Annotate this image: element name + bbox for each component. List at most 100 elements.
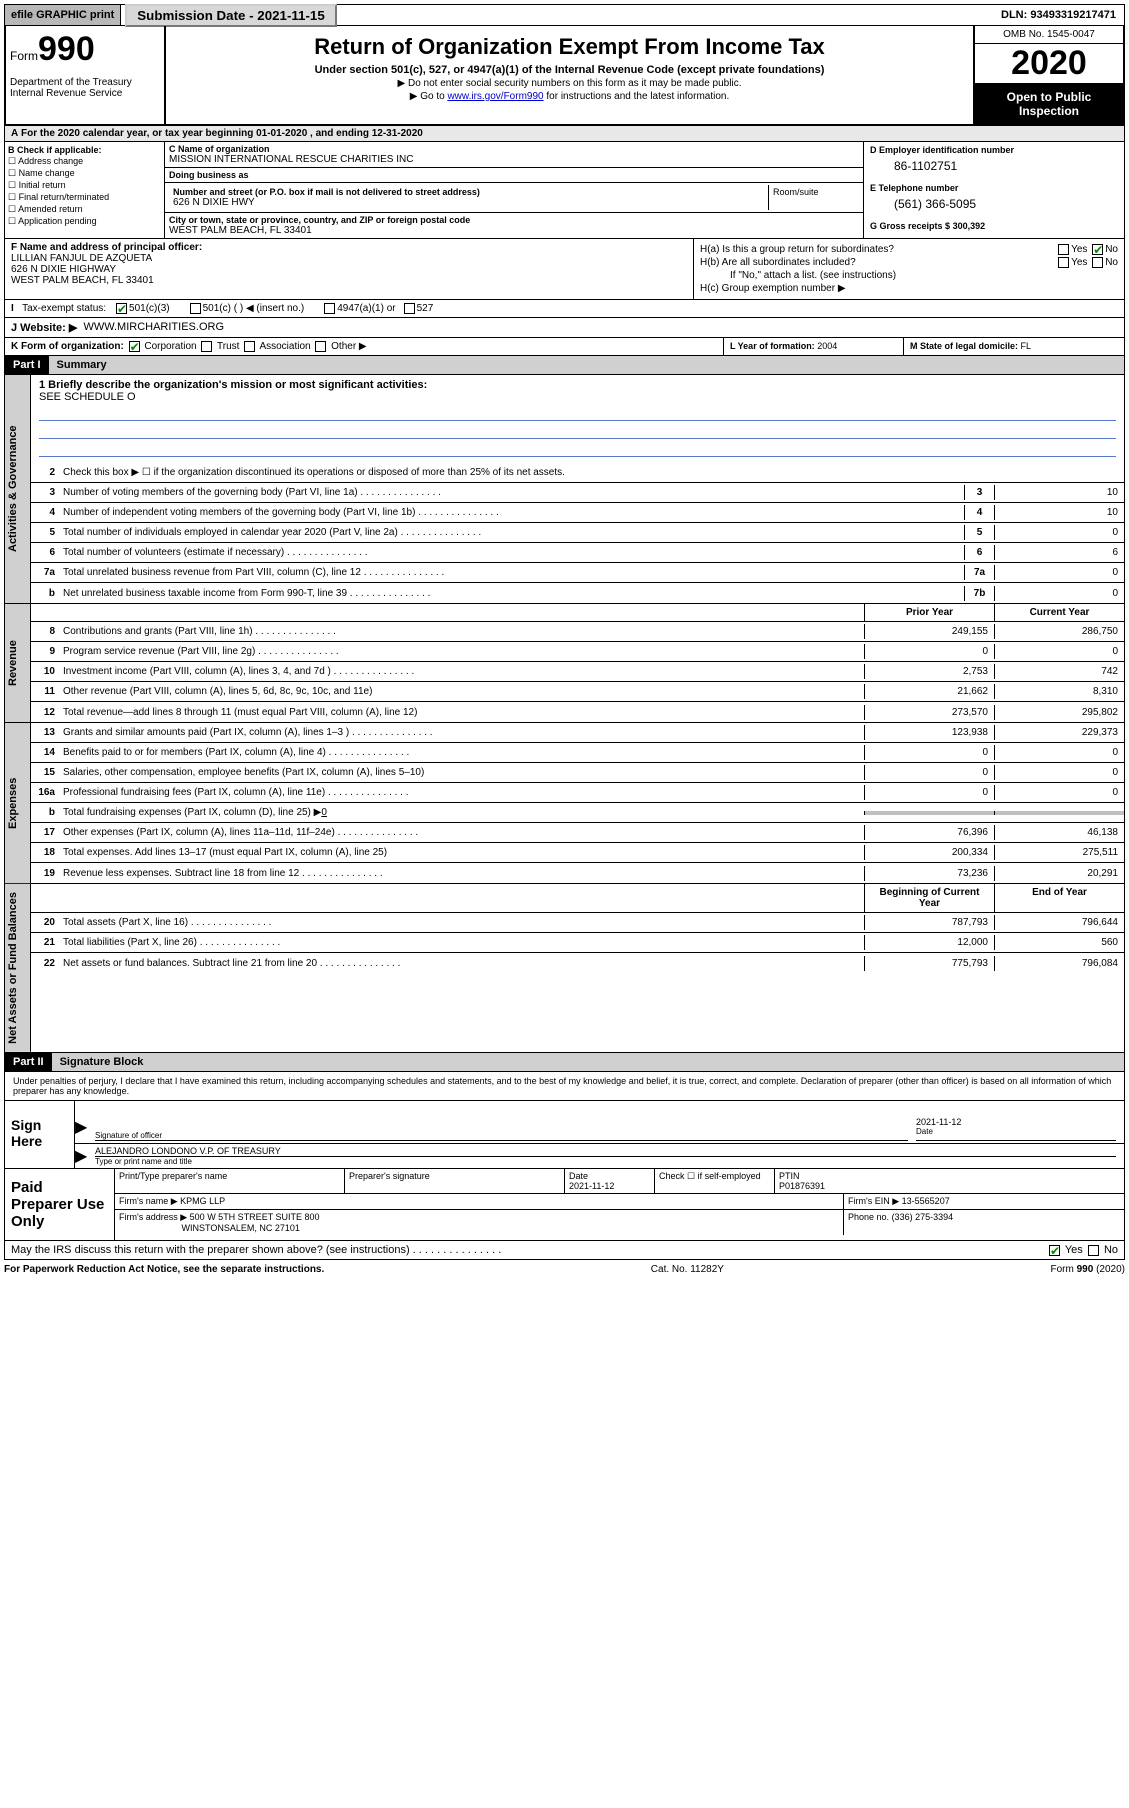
officer-street: 626 N DIXIE HIGHWAY [11,264,116,275]
opt-corp: Corporation [144,341,196,352]
opt-other: Other ▶ [331,341,366,352]
line9-text: Program service revenue (Part VIII, line… [59,644,864,659]
firm-addr2: WINSTONSALEM, NC 27101 [182,1223,300,1233]
dba-label: Doing business as [169,170,859,180]
chk-app-pending[interactable]: ☐ Application pending [8,216,161,227]
gross-receipts-value: 300,392 [953,221,986,231]
chk-name-change[interactable]: ☐ Name change [8,168,161,179]
officer-signature-field[interactable]: Signature of officer [95,1117,908,1141]
arrow-icon: ▶ [75,1117,95,1141]
line16b-val: 0 [321,807,327,818]
discuss-yes[interactable] [1049,1245,1060,1256]
self-emp-hdr: Check ☐ if self-employed [659,1171,761,1181]
discuss-yes-text: Yes [1065,1244,1083,1256]
gross-receipts-label: G Gross receipts $ [870,221,950,231]
goto-pre: ▶ Go to [410,91,448,102]
opt-501c: 501(c) ( ) ◀ (insert no.) [203,303,305,314]
sign-here-label: Sign Here [5,1101,75,1168]
discuss-text: May the IRS discuss this return with the… [11,1244,501,1256]
chk-501c3[interactable] [116,303,127,314]
line15-text: Salaries, other compensation, employee b… [59,765,864,780]
hc-label: H(c) Group exemption number ▶ [700,283,846,294]
paid-preparer-block: Paid Preparer Use Only Print/Type prepar… [4,1169,1125,1241]
no-text: No [1105,244,1118,255]
line9-prior: 0 [864,644,994,659]
box-b-label: B Check if applicable: [8,145,102,155]
chk-corp[interactable] [129,341,140,352]
firm-ein-label: Firm's EIN ▶ [848,1196,899,1206]
year-formation: 2004 [817,341,837,351]
chk-4947[interactable] [324,303,335,314]
line12-text: Total revenue—add lines 8 through 11 (mu… [59,705,864,720]
room-suite: Room/suite [769,185,859,210]
chk-527[interactable] [404,303,415,314]
line1-mission: 1 Briefly describe the organization's mi… [31,375,1124,463]
form-word: Form [10,49,38,63]
row-i-status: I Tax-exempt status: 501(c)(3) 501(c) ( … [4,300,1125,318]
form-org-label: K Form of organization: [11,341,124,352]
chk-other[interactable] [315,341,326,352]
year-formation-label: L Year of formation: [730,341,815,351]
ha-label: H(a) Is this a group return for subordin… [700,244,894,255]
gross-receipts: G Gross receipts $ 300,392 [870,221,1118,231]
firm-name: KPMG LLP [180,1196,225,1206]
submission-date-value: 2021-11-15 [257,8,324,23]
type-name-caption: Type or print name and title [95,1157,1116,1166]
part2-header: Part II Signature Block [4,1053,1125,1072]
ha-yes[interactable] [1058,244,1069,255]
officer-typed-name: ALEJANDRO LONDONO V.P. OF TREASURY [95,1146,1116,1157]
box-d-e-g: D Employer identification number 86-1102… [864,142,1124,238]
chk-amended[interactable]: ☐ Amended return [8,204,161,215]
row-k-l-m: K Form of organization: Corporation Trus… [4,338,1125,356]
line18-prior: 200,334 [864,845,994,860]
chk-assoc[interactable] [244,341,255,352]
line8-prior: 249,155 [864,624,994,639]
expenses-section: Expenses 13Grants and similar amounts pa… [4,723,1125,884]
arrow-icon: ▶ [75,1146,95,1166]
line7b-val: 0 [994,586,1124,601]
website-label: J Website: ▶ [11,321,77,334]
chk-final-return[interactable]: ☐ Final return/terminated [8,192,161,203]
chk-address-change[interactable]: ☐ Address change [8,156,161,167]
revenue-section: Revenue Prior YearCurrent Year 8Contribu… [4,604,1125,723]
discuss-no[interactable] [1088,1245,1099,1256]
opt-trust: Trust [217,341,239,352]
chk-initial-return[interactable]: ☐ Initial return [8,180,161,191]
chk-trust[interactable] [201,341,212,352]
submission-date-button[interactable]: Submission Date - 2021-11-15 [125,4,336,27]
goto-note: ▶ Go to www.irs.gov/Form990 for instruct… [170,91,969,102]
yes-text2: Yes [1071,257,1087,268]
instructions-link[interactable]: www.irs.gov/Form990 [447,91,543,102]
line14-prior: 0 [864,745,994,760]
phone-label: E Telephone number [870,183,1118,193]
line3-text: Number of voting members of the governin… [59,485,964,500]
chk-501c[interactable] [190,303,201,314]
box-c: C Name of organization MISSION INTERNATI… [165,142,864,238]
line11-curr: 8,310 [994,684,1124,699]
opt-name-change: Name change [19,168,75,178]
form-subtitle: Under section 501(c), 527, or 4947(a)(1)… [170,64,969,76]
ha-no[interactable] [1092,244,1103,255]
hb-no[interactable] [1092,257,1103,268]
expenses-side-label: Expenses [5,723,31,883]
opt-app-pending: Application pending [18,216,97,226]
line10-text: Investment income (Part VIII, column (A)… [59,664,864,679]
net-side-label: Net Assets or Fund Balances [5,884,31,1052]
tax-year: 2020 [975,44,1123,84]
line4-val: 10 [994,505,1124,520]
discuss-row: May the IRS discuss this return with the… [4,1241,1125,1260]
line20-text: Total assets (Part X, line 16) [59,915,864,930]
hb-yes[interactable] [1058,257,1069,268]
line12-curr: 295,802 [994,705,1124,720]
website-value: WWW.MIRCHARITIES.ORG [83,321,224,334]
officer-label: F Name and address of principal officer: [11,242,202,253]
part2-title: Signature Block [52,1053,1124,1071]
prep-date-val: 2021-11-12 [569,1181,614,1191]
omb-number: OMB No. 1545-0047 [975,26,1123,44]
mission-value: SEE SCHEDULE O [39,391,136,403]
box-f: F Name and address of principal officer:… [5,239,694,299]
line5-val: 0 [994,525,1124,540]
footer-mid: Cat. No. 11282Y [651,1264,724,1275]
line21-begin: 12,000 [864,935,994,950]
domicile-label: M State of legal domicile: [910,341,1018,351]
